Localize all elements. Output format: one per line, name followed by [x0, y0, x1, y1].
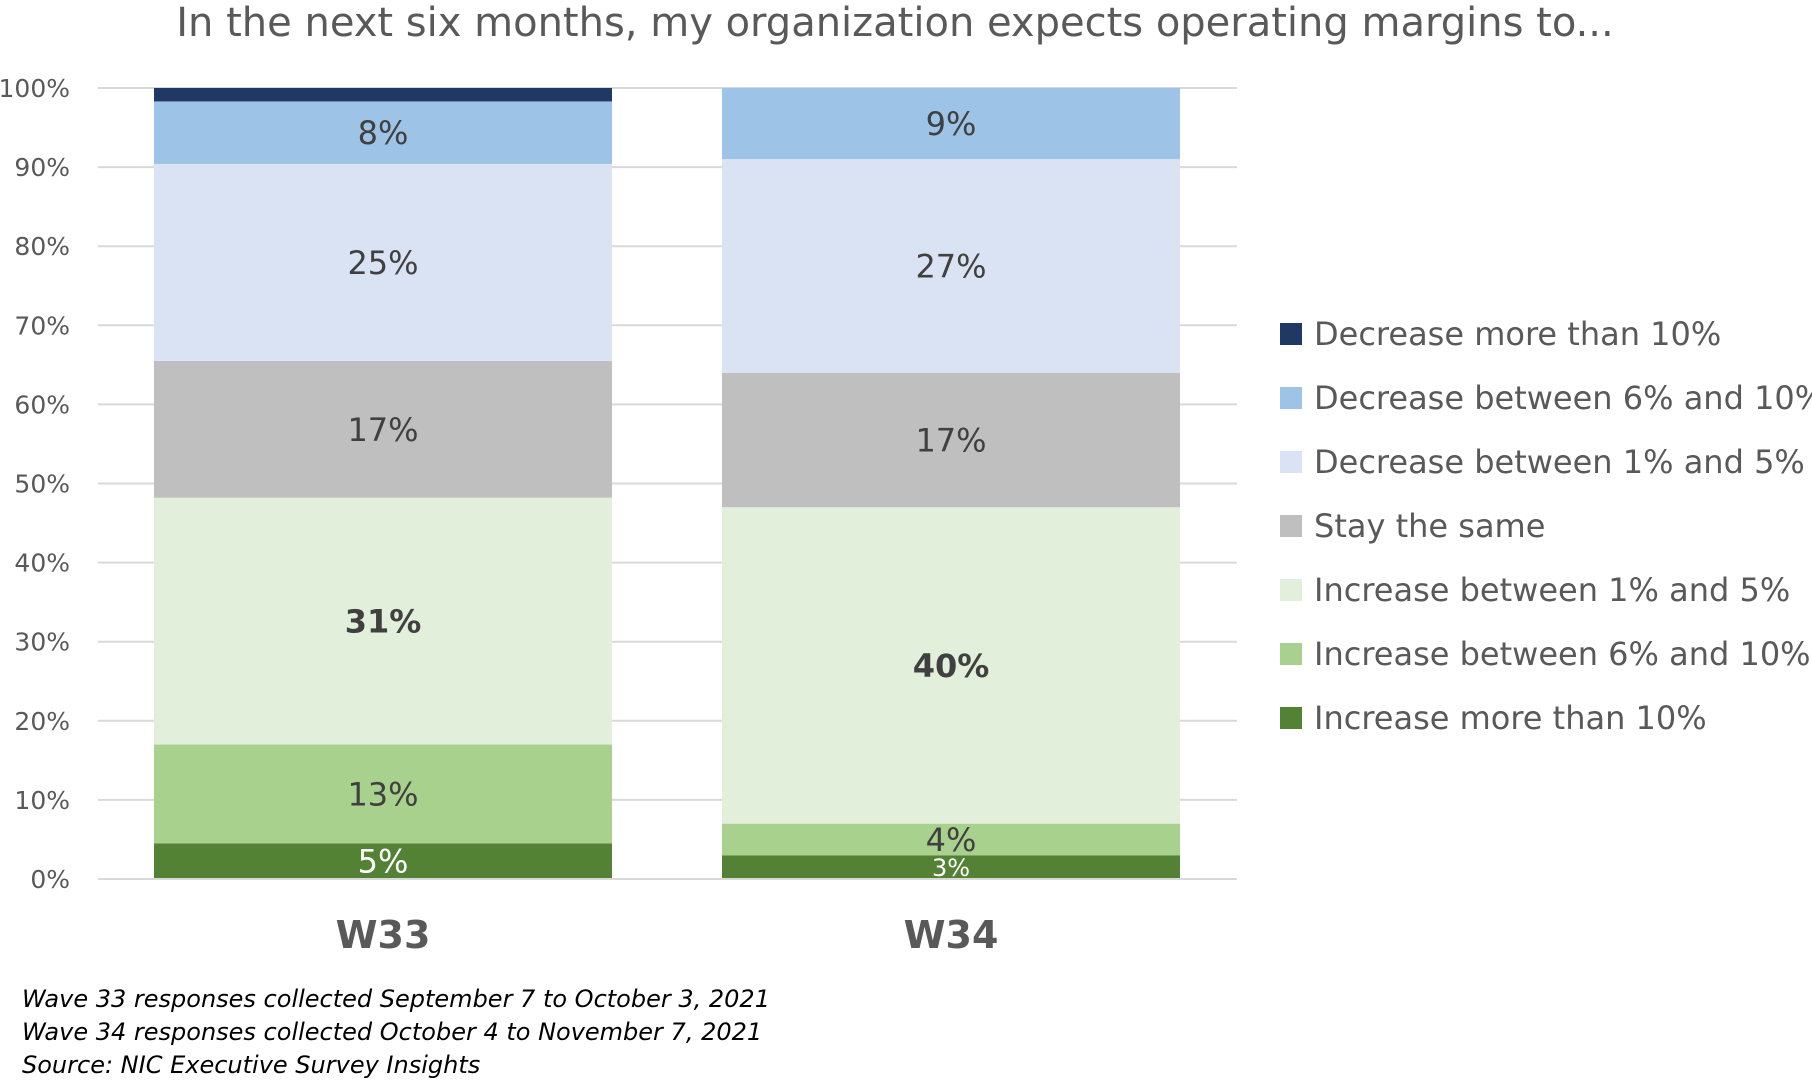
- legend-label: Increase more than 10%: [1314, 699, 1707, 737]
- y-tick-label: 20%: [14, 707, 70, 736]
- y-tick-label: 90%: [14, 153, 70, 182]
- data-label: 3%: [932, 854, 970, 882]
- legend-label: Decrease more than 10%: [1314, 315, 1722, 353]
- legend-swatch: [1280, 387, 1302, 409]
- legend-item: Stay the same: [1280, 494, 1812, 558]
- legend-label: Increase between 1% and 5%: [1314, 571, 1791, 609]
- legend-label: Stay the same: [1314, 507, 1546, 545]
- y-tick-label: 60%: [14, 390, 70, 419]
- bar-segment: [154, 843, 612, 879]
- footnote-source: Source: NIC Executive Survey Insights: [22, 1051, 481, 1079]
- y-tick-label: 30%: [14, 628, 70, 657]
- data-label: 9%: [926, 105, 977, 143]
- data-label: 13%: [347, 775, 418, 813]
- legend-swatch: [1280, 643, 1302, 665]
- data-label: 17%: [347, 411, 418, 449]
- legend-item: Increase between 6% and 10%: [1280, 622, 1812, 686]
- legend-item: Increase between 1% and 5%: [1280, 558, 1812, 622]
- y-tick-label: 0%: [30, 865, 70, 894]
- x-tick-label: W34: [904, 913, 999, 957]
- legend-item: Decrease between 1% and 5%: [1280, 430, 1812, 494]
- data-label: 8%: [358, 114, 409, 152]
- footnote-wave33: Wave 33 responses collected September 7 …: [22, 985, 770, 1013]
- legend-label: Increase between 6% and 10%: [1314, 635, 1811, 673]
- bar-segment: [722, 823, 1180, 856]
- legend-swatch: [1280, 579, 1302, 601]
- data-label: 17%: [915, 422, 986, 460]
- legend-label: Decrease between 6% and 10%: [1314, 379, 1812, 417]
- legend: Decrease more than 10% Decrease between 6…: [1280, 302, 1812, 750]
- data-label: 25%: [347, 244, 418, 282]
- y-tick-label: 80%: [14, 232, 70, 261]
- y-tick-label: 70%: [14, 311, 70, 340]
- data-label: 31%: [345, 603, 422, 641]
- data-label: 40%: [913, 647, 990, 685]
- bar-segment: [722, 372, 1180, 508]
- bar-segment: [154, 101, 612, 164]
- bar-segment: [154, 163, 612, 361]
- bar-segment: [154, 88, 612, 102]
- legend-item: Increase more than 10%: [1280, 686, 1812, 750]
- bar-segment: [154, 744, 612, 844]
- legend-item: Decrease more than 10%: [1280, 302, 1812, 366]
- y-tick-label: 10%: [14, 786, 70, 815]
- legend-swatch: [1280, 323, 1302, 345]
- bar-segment: [722, 855, 1180, 879]
- y-tick-label: 40%: [14, 549, 70, 578]
- bar-segment: [722, 159, 1180, 373]
- bar-segment: [154, 497, 612, 745]
- data-label: 4%: [926, 821, 977, 859]
- x-tick-label: W33: [336, 913, 431, 957]
- data-label: 27%: [915, 247, 986, 285]
- footnotes: Wave 33 responses collected September 7 …: [22, 983, 770, 1082]
- legend-swatch: [1280, 707, 1302, 729]
- legend-label: Decrease between 1% and 5%: [1314, 443, 1805, 481]
- bar-segment: [722, 507, 1180, 824]
- legend-swatch: [1280, 451, 1302, 473]
- chart-title: In the next six months, my organization …: [176, 0, 1614, 46]
- y-tick-label: 50%: [14, 470, 70, 499]
- bar-segment: [722, 88, 1180, 160]
- footnote-wave34: Wave 34 responses collected October 4 to…: [22, 1018, 763, 1046]
- legend-item: Decrease between 6% and 10%: [1280, 366, 1812, 430]
- legend-swatch: [1280, 515, 1302, 537]
- y-tick-label: 100%: [0, 74, 70, 103]
- data-label: 5%: [358, 843, 409, 881]
- bar-segment: [154, 360, 612, 498]
